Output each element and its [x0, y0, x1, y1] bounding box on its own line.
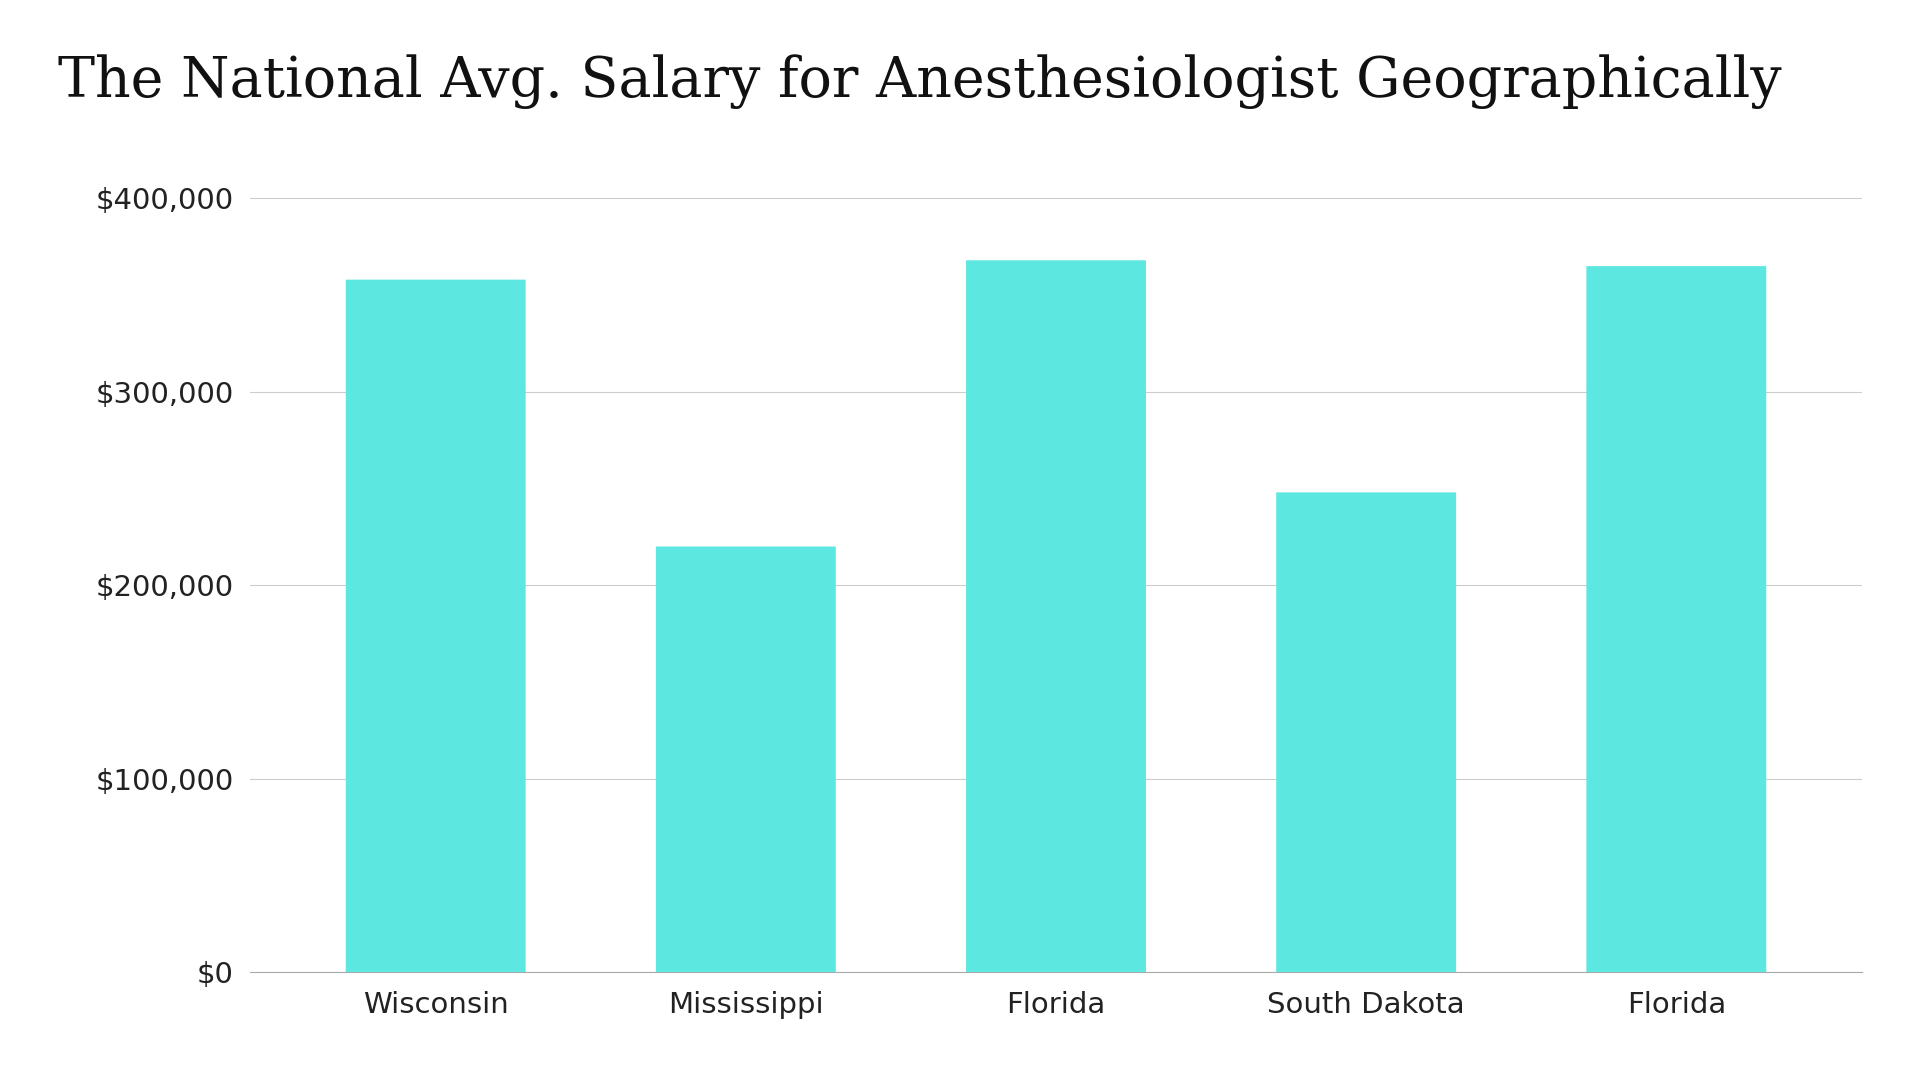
- Text: The National Avg. Salary for Anesthesiologist Geographically: The National Avg. Salary for Anesthesiol…: [58, 54, 1782, 109]
- FancyBboxPatch shape: [657, 546, 835, 972]
- FancyBboxPatch shape: [1586, 266, 1766, 972]
- FancyBboxPatch shape: [966, 260, 1146, 972]
- FancyBboxPatch shape: [1277, 492, 1455, 972]
- FancyBboxPatch shape: [346, 280, 526, 972]
